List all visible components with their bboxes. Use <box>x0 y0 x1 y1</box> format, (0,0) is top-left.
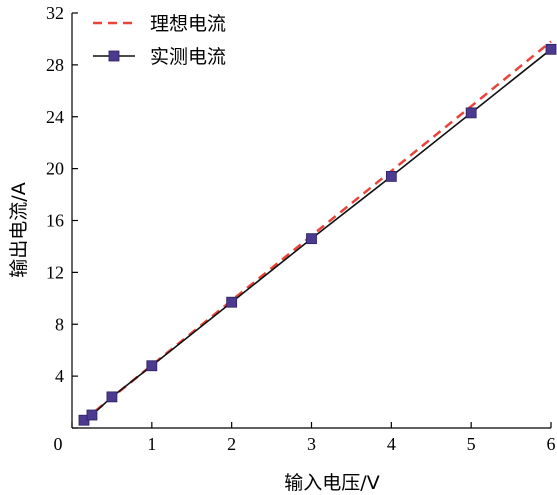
legend-label-measured: 实测电流 <box>150 46 226 68</box>
y-tick-label: 16 <box>46 211 64 231</box>
x-tick-label: 3 <box>307 434 316 454</box>
data-point <box>226 296 238 308</box>
y-tick-label: 8 <box>55 314 64 334</box>
data-point <box>146 360 158 372</box>
y-tick-label: 32 <box>46 3 64 23</box>
plot-markers <box>78 43 557 426</box>
y-tick-label: 12 <box>46 262 64 282</box>
legend: 理想电流 实测电流 <box>93 13 226 68</box>
x-tick-label: 6 <box>547 434 556 454</box>
legend-label-ideal: 理想电流 <box>150 13 226 35</box>
data-point <box>545 43 557 55</box>
x-tick-label: 1 <box>147 434 156 454</box>
ideal-current-line <box>83 40 552 422</box>
y-tick-label: 4 <box>55 366 64 386</box>
y-axis-label: 输出电流/A <box>8 182 30 277</box>
x-tick-label: 0 <box>54 434 63 454</box>
x-tick-label: 2 <box>227 434 236 454</box>
data-point <box>306 233 317 245</box>
y-tick-label: 24 <box>46 107 64 127</box>
legend-marker-measured <box>108 50 120 62</box>
x-ticks: 0 1 2 3 4 5 6 <box>54 422 556 454</box>
data-point <box>465 107 477 119</box>
data-point <box>106 391 118 403</box>
x-axis-label: 输入电压/V <box>284 472 379 494</box>
data-point <box>385 171 397 182</box>
y-ticks: 4 8 12 16 20 24 28 32 <box>46 3 78 429</box>
x-tick-label: 4 <box>387 434 396 454</box>
data-point <box>86 409 98 421</box>
x-tick-label: 5 <box>467 434 476 454</box>
y-tick-label: 28 <box>46 55 64 75</box>
y-tick-label: 20 <box>46 159 64 179</box>
